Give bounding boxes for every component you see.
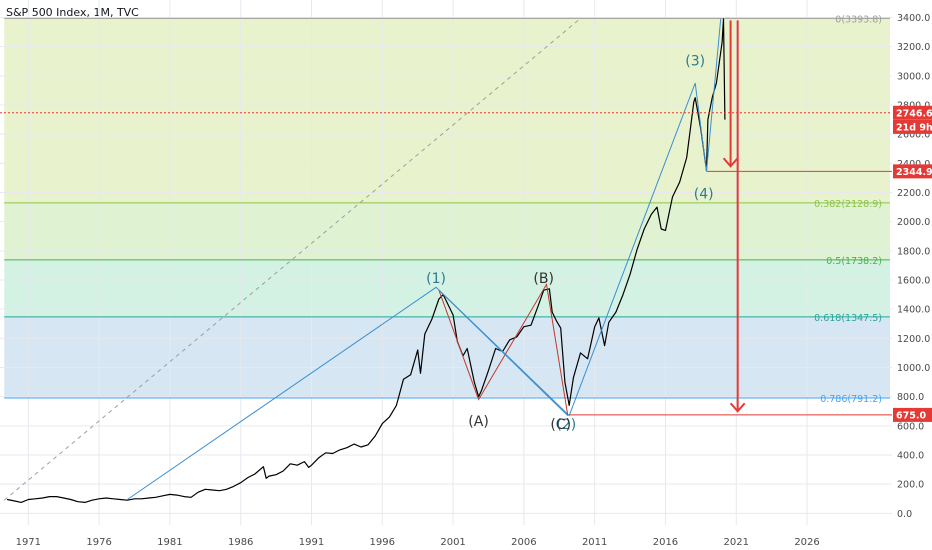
price-label-text: 2746.6 (896, 108, 932, 119)
price-label-text: 2344.9 (896, 167, 932, 178)
y-tick-label: 3200.0 (897, 42, 930, 53)
fib-label-0.5: 0.5(1738.2) (826, 256, 882, 267)
y-tick-label: 2000.0 (897, 217, 930, 228)
grid (0, 0, 892, 525)
price-labels: 2746.6 21d 9h 2344.9 675.0 (893, 105, 932, 422)
y-tick-label: 2200.0 (897, 188, 930, 199)
wave-label: (C) (550, 417, 571, 433)
wave-label: (4) (694, 186, 714, 202)
wave-label: (A) (468, 414, 489, 430)
wave-labels: (1)(2)(3)(4)(5)(A)(B)(C) (426, 0, 732, 433)
price-label-box (893, 119, 932, 134)
wave-lines (0, 18, 892, 500)
trend-diagonal-line (3, 18, 581, 501)
x-tick-label: 2021 (724, 537, 749, 548)
y-tick-label: 800.0 (897, 392, 924, 403)
x-tick-label: 2006 (511, 537, 536, 548)
y-tick-label: 400.0 (897, 451, 924, 462)
y-tick-label: 1200.0 (897, 334, 930, 345)
x-tick-label: 1976 (86, 537, 111, 548)
x-tick-label: 2016 (653, 537, 678, 548)
wave-label: (3) (685, 54, 705, 70)
x-tick-label: 1991 (299, 537, 324, 548)
fib-lines: 0(3393.8) 0.382(2128.9) 0.5(1738.2) 0.618(1… (4, 14, 890, 405)
price-label-text: 21d 9h (896, 122, 932, 133)
fib-label-0.382: 0.382(2128.9) (814, 199, 882, 210)
arrow-to-675-head (729, 402, 746, 413)
price-label-box (893, 105, 932, 120)
y-tick-label: 1400.0 (897, 305, 930, 316)
fib-label-0: 0(3393.8) (835, 14, 882, 25)
fib-label-0.618: 0.618(1347.5) (814, 313, 882, 324)
x-tick-label: 2001 (440, 537, 465, 548)
wave-label: (B) (533, 271, 554, 287)
x-tick-label: 2026 (794, 537, 819, 548)
y-tick-label: 0.0 (897, 509, 912, 520)
y-tick-label: 2400.0 (897, 159, 930, 170)
fib-zone-0.5 (4, 259, 890, 317)
x-tick-label: 1996 (370, 537, 395, 548)
x-tick-label: 2011 (582, 537, 607, 548)
series-line (6, 18, 726, 503)
axes: 1971 1976 1981 1986 1991 1996 2001 2006 2011 2016… (16, 13, 931, 548)
y-tick-label: 1800.0 (897, 246, 930, 257)
impulse-wave-line (127, 18, 722, 500)
y-tick-label: 600.0 (897, 421, 924, 432)
y-tick-label: 3000.0 (897, 71, 930, 82)
y-tick-label: 1000.0 (897, 363, 930, 374)
y-tick-label: 200.0 (897, 480, 924, 491)
x-tick-label: 1981 (157, 537, 182, 548)
arrow-to-2344-head (722, 157, 739, 168)
price-label-box (893, 164, 932, 179)
wave-label: (1) (426, 271, 446, 287)
chart-title: S&P 500 Index, 1M, TVC (6, 6, 139, 19)
y-tick-label: 2600.0 (897, 130, 930, 141)
trend-diagonal (3, 18, 581, 501)
wave-connector-line (438, 289, 569, 416)
fib-zone-0 (4, 18, 890, 203)
target-arrows (569, 20, 892, 416)
fib-label-0.786: 0.786(791.2) (820, 394, 882, 405)
fib-zone-0.618 (4, 316, 890, 398)
price-label-box (893, 407, 932, 422)
y-tick-label: 3400.0 (897, 13, 930, 24)
wave-label: (2) (556, 417, 576, 433)
price-label-text: 675.0 (896, 410, 926, 421)
x-tick-label: 1986 (228, 537, 253, 548)
y-tick-label: 1600.0 (897, 276, 930, 287)
fib-zones (4, 18, 890, 398)
x-tick-label: 1971 (16, 537, 41, 548)
price-series-line (6, 18, 726, 503)
correction-wave-line (438, 282, 569, 416)
